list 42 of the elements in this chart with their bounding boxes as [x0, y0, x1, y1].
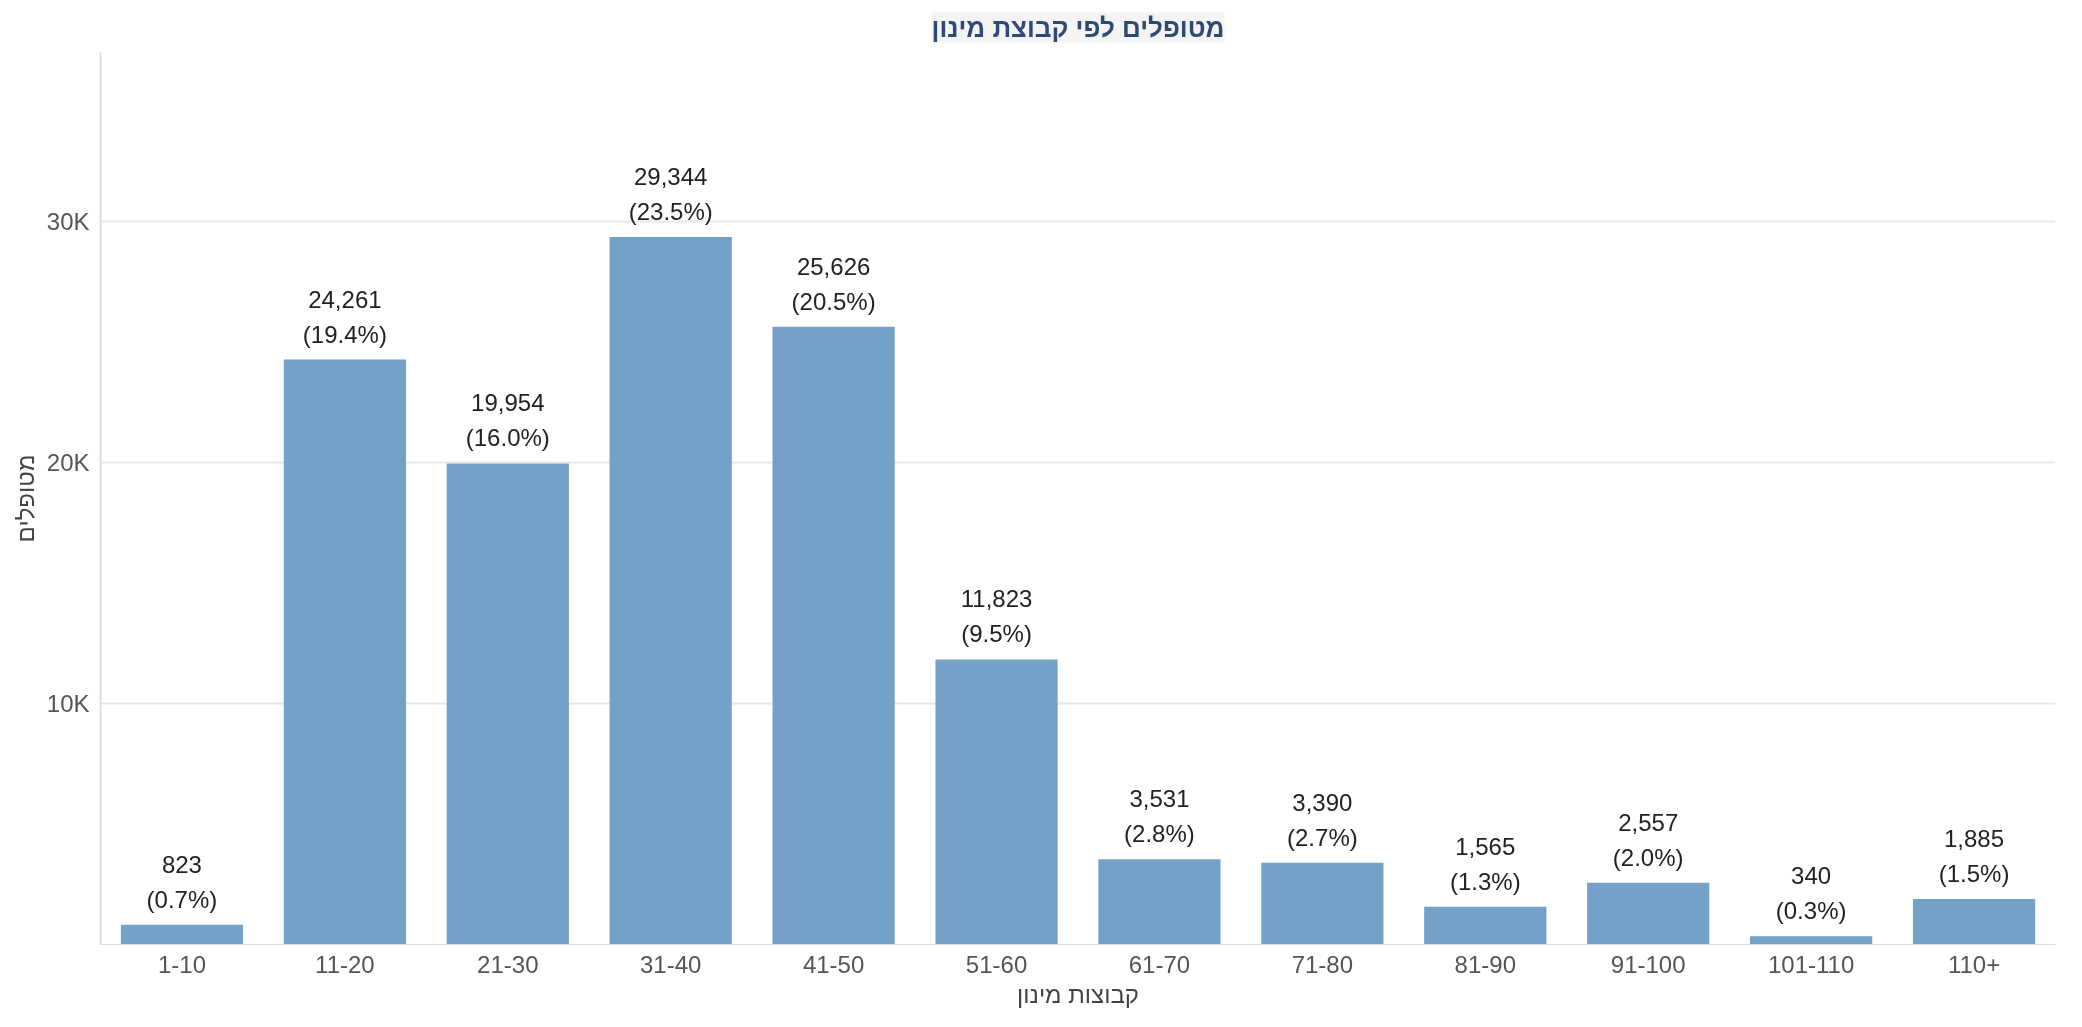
y-tick-label: 20K	[46, 448, 90, 476]
x-tick-label: 21-30	[477, 950, 539, 978]
bar	[1750, 936, 1873, 945]
bar	[1587, 882, 1710, 945]
data-label: 3,531 (2.8%)	[1124, 785, 1195, 848]
x-tick-label: 101-110	[1767, 950, 1855, 978]
y-axis-title: מטופלים	[11, 454, 39, 543]
x-tick-label: 1-10	[157, 950, 206, 978]
x-tick-label: 61-70	[1128, 950, 1191, 978]
y-tick-label: 30K	[46, 207, 90, 235]
data-label: 823 (0.7%)	[146, 850, 218, 913]
data-label: 19,954 (16.0%)	[465, 389, 550, 452]
data-label: 24,261 (19.4%)	[302, 285, 387, 348]
data-label: 2,557 (2.0%)	[1612, 808, 1684, 871]
y-tick-label: 10K	[46, 689, 90, 717]
x-tick-label: 31-40	[640, 950, 702, 978]
bar	[772, 326, 895, 945]
data-label: 340 (0.3%)	[1775, 862, 1847, 925]
bar	[609, 237, 732, 945]
bar	[1912, 899, 2036, 945]
bar	[283, 359, 406, 945]
chart-title: מטופלים לפי קבוצת מינון	[931, 12, 1225, 43]
bar	[1261, 862, 1384, 945]
bar	[935, 659, 1058, 945]
data-label: 11,823 (9.5%)	[960, 585, 1033, 648]
data-label: 3,390 (2.7%)	[1287, 788, 1358, 851]
bar	[120, 924, 244, 945]
data-label: 25,626 (20.5%)	[791, 252, 876, 315]
x-axis-title: קבוצות מינון	[1017, 980, 1139, 1008]
bar	[1098, 859, 1221, 945]
data-label: 29,344 (23.5%)	[628, 162, 713, 226]
x-tick-label: 110+	[1947, 950, 2001, 978]
x-tick-label: 81-90	[1454, 950, 1516, 978]
bar	[1424, 906, 1547, 945]
x-tick-label: 91-100	[1610, 950, 1686, 978]
data-label: 1,885 (1.5%)	[1938, 824, 2010, 888]
x-tick-label: 71-80	[1291, 950, 1354, 978]
bar	[446, 463, 569, 945]
x-tick-label: 51-60	[965, 950, 1028, 978]
x-tick-label: 41-50	[802, 950, 865, 978]
data-label: 1,565 (1.3%)	[1449, 832, 1521, 895]
x-tick-label: 11-20	[315, 950, 375, 978]
